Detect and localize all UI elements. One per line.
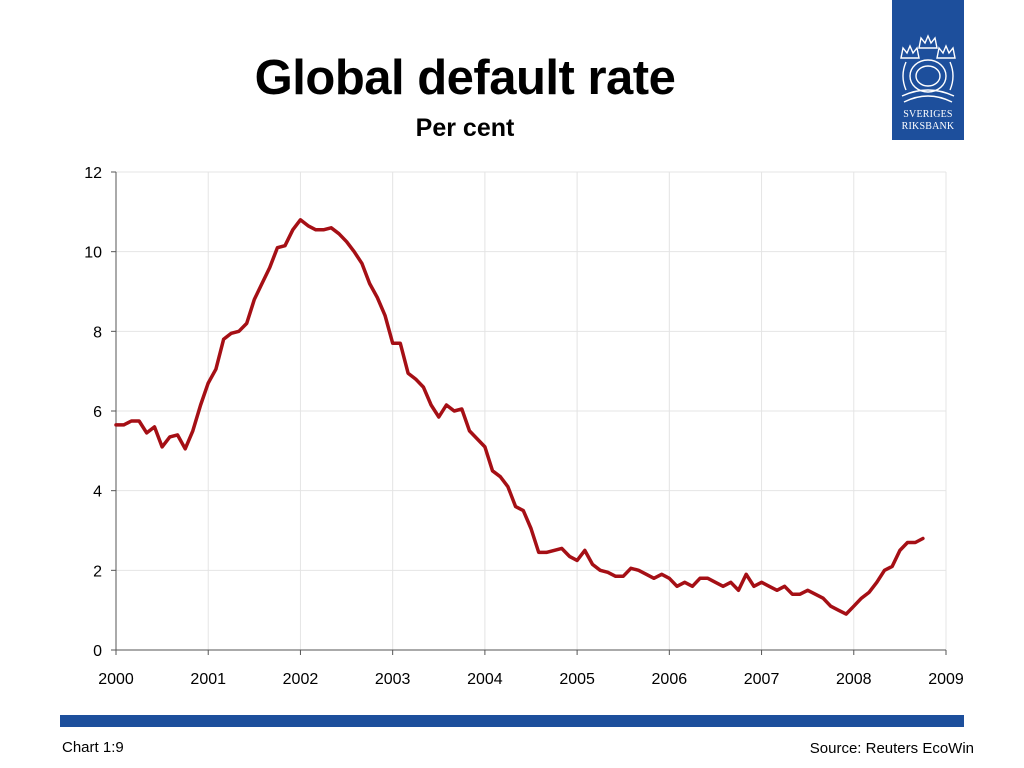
chart-title: Global default rate [254,51,676,105]
footer-bar [60,715,964,727]
y-tick-label: 0 [93,643,102,660]
logo-text-line1: SVERIGES [903,109,953,120]
chart-subtitle: Per cent [415,114,515,142]
y-tick-label: 6 [93,404,102,421]
y-tick-label: 12 [84,165,102,182]
x-tick-label: 2000 [98,671,134,688]
y-tick-label: 10 [84,245,102,262]
y-tick-label: 4 [93,484,102,501]
x-tick-label: 2005 [559,671,595,688]
x-tick-label: 2007 [744,671,780,688]
x-tick-label: 2008 [836,671,872,688]
x-tick-label: 2009 [928,671,964,688]
x-tick-label: 2002 [283,671,319,688]
default-rate-series-line [114,218,925,616]
x-tick-label: 2004 [467,671,503,688]
x-tick-label: 2003 [375,671,411,688]
y-tick-label: 2 [93,563,102,580]
chart-number: Chart 1:9 [62,739,124,756]
y-tick-label: 8 [93,324,102,341]
x-tick-label: 2006 [652,671,688,688]
riksbank-logo: SVERIGES RIKSBANK [892,0,964,140]
source-note: Source: Reuters EcoWin [809,740,974,757]
logo-text-line2: RIKSBANK [901,121,955,132]
x-tick-label: 2001 [190,671,226,688]
crest-icon [900,34,956,103]
line-chart: 0 2 4 6 8 10 12 2000 2001 2002 2003 2004 2005 2006 200… [84,165,964,688]
